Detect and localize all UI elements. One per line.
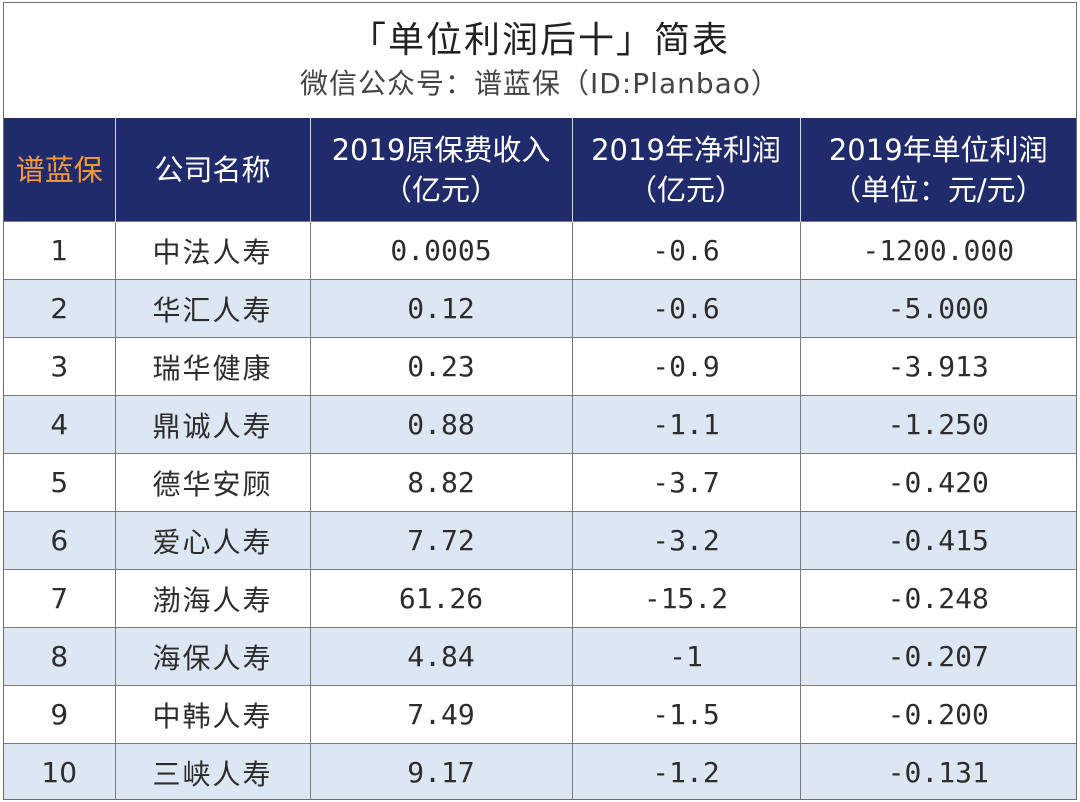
net-profit-cell: -0.6: [571, 221, 800, 280]
table-row: 2 华汇人寿 0.12 -0.6 -5.000: [4, 279, 1076, 338]
net-profit-cell: -3.2: [571, 511, 800, 570]
company-cell: 三峡人寿: [114, 743, 310, 799]
premium-cell: 0.0005: [309, 221, 572, 280]
rank-cell: 9: [4, 685, 115, 744]
header-unit-profit: 2019年单位利润 （单位：元/元）: [799, 118, 1076, 222]
net-profit-cell: -0.6: [571, 279, 800, 338]
premium-cell: 0.88: [309, 395, 572, 454]
unit-profit-cell: -1200.000: [799, 221, 1076, 280]
header-unit-profit-line1: 2019年单位利润: [828, 132, 1048, 167]
rank-cell: 5: [4, 453, 115, 512]
rank-cell: 6: [4, 511, 115, 570]
header-net-profit-line2: （亿元）: [627, 172, 744, 207]
table-subtitle: 微信公众号：谱蓝保（ID:Planbao）: [300, 67, 780, 100]
company-cell: 爱心人寿: [114, 511, 310, 570]
company-cell: 鼎诚人寿: [114, 395, 310, 454]
unit-profit-cell: -0.200: [799, 685, 1076, 744]
net-profit-cell: -1.5: [571, 685, 800, 744]
table-row: 5 德华安顾 8.82 -3.7 -0.420: [4, 453, 1076, 512]
table-frame: 「单位利润后十」简表 微信公众号：谱蓝保（ID:Planbao） 谱蓝保 公司名…: [3, 2, 1077, 800]
net-profit-cell: -1.1: [571, 395, 800, 454]
rank-cell: 7: [4, 569, 115, 628]
profit-table: 谱蓝保 公司名称 2019原保费收入 （亿元） 2019年净利润 （亿元） 20…: [4, 118, 1076, 799]
table-row: 4 鼎诚人寿 0.88 -1.1 -1.250: [4, 395, 1076, 454]
unit-profit-cell: -0.207: [799, 627, 1076, 686]
header-premium-line1: 2019原保费收入: [331, 132, 551, 167]
net-profit-cell: -1.2: [571, 743, 800, 799]
premium-cell: 8.82: [309, 453, 572, 512]
premium-cell: 0.12: [309, 279, 572, 338]
premium-cell: 7.49: [309, 685, 572, 744]
header-row: 谱蓝保 公司名称 2019原保费收入 （亿元） 2019年净利润 （亿元） 20…: [4, 118, 1076, 222]
header-brand: 谱蓝保: [4, 118, 115, 222]
company-cell: 瑞华健康: [114, 337, 310, 396]
net-profit-cell: -15.2: [571, 569, 800, 628]
header-unit-profit-line2: （单位：元/元）: [831, 172, 1045, 207]
company-cell: 德华安顾: [114, 453, 310, 512]
unit-profit-cell: -3.913: [799, 337, 1076, 396]
header-premium-line2: （亿元）: [382, 172, 499, 207]
table-row: 6 爱心人寿 7.72 -3.2 -0.415: [4, 511, 1076, 570]
rank-cell: 1: [4, 221, 115, 280]
table-row: 1 中法人寿 0.0005 -0.6 -1200.000: [4, 221, 1076, 280]
net-profit-cell: -1: [571, 627, 800, 686]
title-area: 「单位利润后十」简表 微信公众号：谱蓝保（ID:Planbao）: [4, 3, 1076, 118]
rank-cell: 3: [4, 337, 115, 396]
rank-cell: 10: [4, 743, 115, 799]
company-cell: 华汇人寿: [114, 279, 310, 338]
header-company-label: 公司名称: [154, 152, 271, 187]
premium-cell: 7.72: [309, 511, 572, 570]
company-cell: 渤海人寿: [114, 569, 310, 628]
net-profit-cell: -3.7: [571, 453, 800, 512]
header-premium: 2019原保费收入 （亿元）: [309, 118, 572, 222]
table-row: 7 渤海人寿 61.26 -15.2 -0.248: [4, 569, 1076, 628]
table-row: 9 中韩人寿 7.49 -1.5 -0.200: [4, 685, 1076, 744]
net-profit-cell: -0.9: [571, 337, 800, 396]
header-net-profit-line1: 2019年净利润: [591, 132, 781, 167]
unit-profit-cell: -0.131: [799, 743, 1076, 799]
premium-cell: 0.23: [309, 337, 572, 396]
unit-profit-cell: -0.248: [799, 569, 1076, 628]
company-cell: 海保人寿: [114, 627, 310, 686]
table-row: 10 三峡人寿 9.17 -1.2 -0.131: [4, 743, 1076, 799]
rank-cell: 8: [4, 627, 115, 686]
unit-profit-cell: -0.415: [799, 511, 1076, 570]
unit-profit-cell: -0.420: [799, 453, 1076, 512]
unit-profit-cell: -1.250: [799, 395, 1076, 454]
company-cell: 中法人寿: [114, 221, 310, 280]
premium-cell: 61.26: [309, 569, 572, 628]
company-cell: 中韩人寿: [114, 685, 310, 744]
premium-cell: 4.84: [309, 627, 572, 686]
rank-cell: 2: [4, 279, 115, 338]
rank-cell: 4: [4, 395, 115, 454]
premium-cell: 9.17: [309, 743, 572, 799]
unit-profit-cell: -5.000: [799, 279, 1076, 338]
header-brand-label: 谱蓝保: [15, 152, 103, 187]
header-net-profit: 2019年净利润 （亿元）: [571, 118, 800, 222]
header-company: 公司名称: [114, 118, 310, 222]
table-row: 3 瑞华健康 0.23 -0.9 -3.913: [4, 337, 1076, 396]
table-row: 8 海保人寿 4.84 -1 -0.207: [4, 627, 1076, 686]
table-title: 「单位利润后十」简表: [349, 20, 730, 61]
